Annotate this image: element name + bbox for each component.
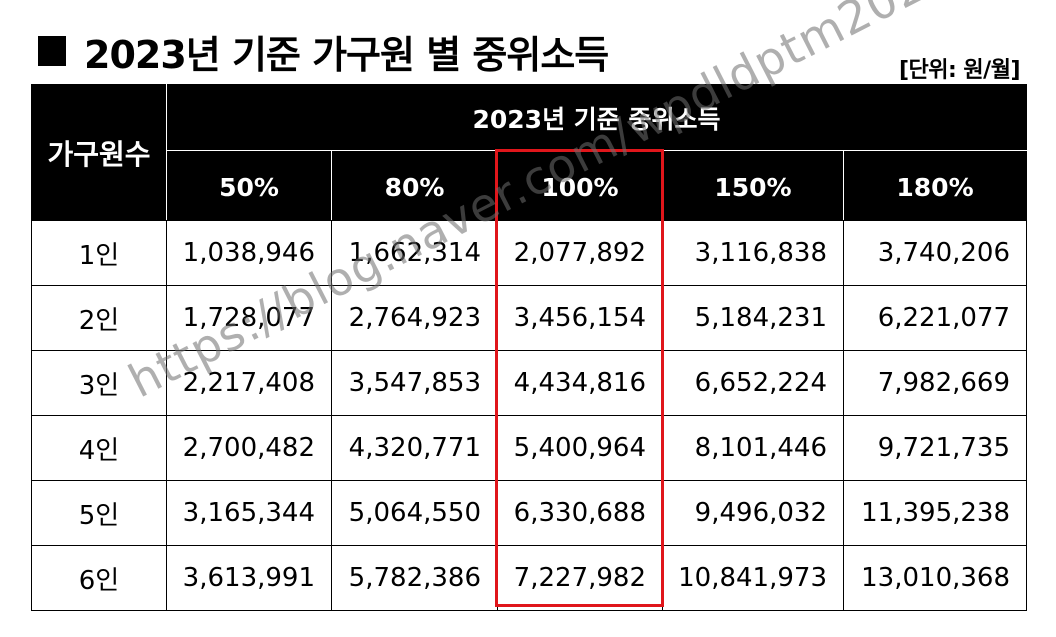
- row-label: 2인: [31, 285, 167, 351]
- row-label: 5인: [31, 480, 167, 546]
- table-cell: 2,764,923: [331, 285, 498, 351]
- header-row-group: 가구원수 2023년 기준 중위소득: [31, 84, 1028, 221]
- table-cell: 7,227,982: [497, 545, 663, 611]
- table-cell: 8,101,446: [662, 415, 844, 481]
- black-square-icon: [38, 36, 66, 66]
- table-cell: 3,547,853: [331, 350, 498, 416]
- table-cell: 13,010,368: [842, 545, 1028, 611]
- table-cell: 5,400,964: [497, 415, 663, 481]
- page-title: 2023년 기준 가구원 별 중위소득: [38, 26, 609, 77]
- column-header-150: 150%: [662, 150, 844, 221]
- table-cell: 11,395,238: [842, 480, 1028, 546]
- page-title-text: 2023년 기준 가구원 별 중위소득: [84, 32, 609, 77]
- column-header-50: 50%: [166, 150, 332, 221]
- group-header: 2023년 기준 중위소득: [165, 84, 1028, 151]
- table-cell: 3,613,991: [166, 545, 332, 611]
- table-cell: 6,330,688: [497, 480, 663, 546]
- row-label: 4인: [31, 415, 167, 481]
- table-cell: 5,782,386: [331, 545, 498, 611]
- table-cell: 10,841,973: [662, 545, 844, 611]
- table-cell: 3,165,344: [166, 480, 332, 546]
- table-cell: 2,700,482: [166, 415, 332, 481]
- table-cell: 1,038,946: [166, 220, 332, 286]
- table-row: 2인 1,728,077 2,764,923 3,456,154 5,184,2…: [31, 285, 1028, 351]
- table-cell: 5,064,550: [331, 480, 498, 546]
- table-cell: 4,434,816: [497, 350, 663, 416]
- table-cell: 6,221,077: [842, 285, 1028, 351]
- table-cell: 4,320,771: [331, 415, 498, 481]
- table-cell: 3,456,154: [497, 285, 663, 351]
- table-cell: 1,662,314: [331, 220, 498, 286]
- table-cell: 9,496,032: [662, 480, 844, 546]
- table-row: 5인 3,165,344 5,064,550 6,330,688 9,496,0…: [31, 480, 1028, 546]
- table-row: 6인 3,613,991 5,782,386 7,227,982 10,841,…: [31, 545, 1028, 611]
- row-label: 6인: [31, 545, 167, 611]
- column-header-100: 100%: [497, 150, 663, 221]
- table-cell: 3,740,206: [842, 220, 1028, 286]
- row-label: 1인: [31, 220, 167, 286]
- table-row: 3인 2,217,408 3,547,853 4,434,816 6,652,2…: [31, 350, 1028, 416]
- household-size-header: 가구원수: [31, 84, 167, 221]
- table-cell: 2,077,892: [497, 220, 663, 286]
- table-cell: 9,721,735: [842, 415, 1028, 481]
- row-label: 3인: [31, 350, 167, 416]
- column-header-180: 180%: [842, 150, 1028, 221]
- header-row-percent: 50% 80% 100% 150% 180%: [32, 150, 1028, 221]
- table-row: 4인 2,700,482 4,320,771 5,400,964 8,101,4…: [31, 415, 1028, 481]
- table-cell: 2,217,408: [166, 350, 332, 416]
- unit-label: [단위: 원/월]: [898, 58, 1021, 83]
- table-cell: 7,982,669: [842, 350, 1028, 416]
- table-cell: 5,184,231: [662, 285, 844, 351]
- table-row: 1인 1,038,946 1,662,314 2,077,892 3,116,8…: [31, 220, 1028, 286]
- table-cell: 1,728,077: [166, 285, 332, 351]
- table-cell: 3,116,838: [662, 220, 844, 286]
- column-header-80: 80%: [331, 150, 498, 221]
- table-cell: 6,652,224: [662, 350, 844, 416]
- median-income-table: 가구원수 2023년 기준 중위소득 50% 80% 100% 150% 180…: [31, 84, 1028, 611]
